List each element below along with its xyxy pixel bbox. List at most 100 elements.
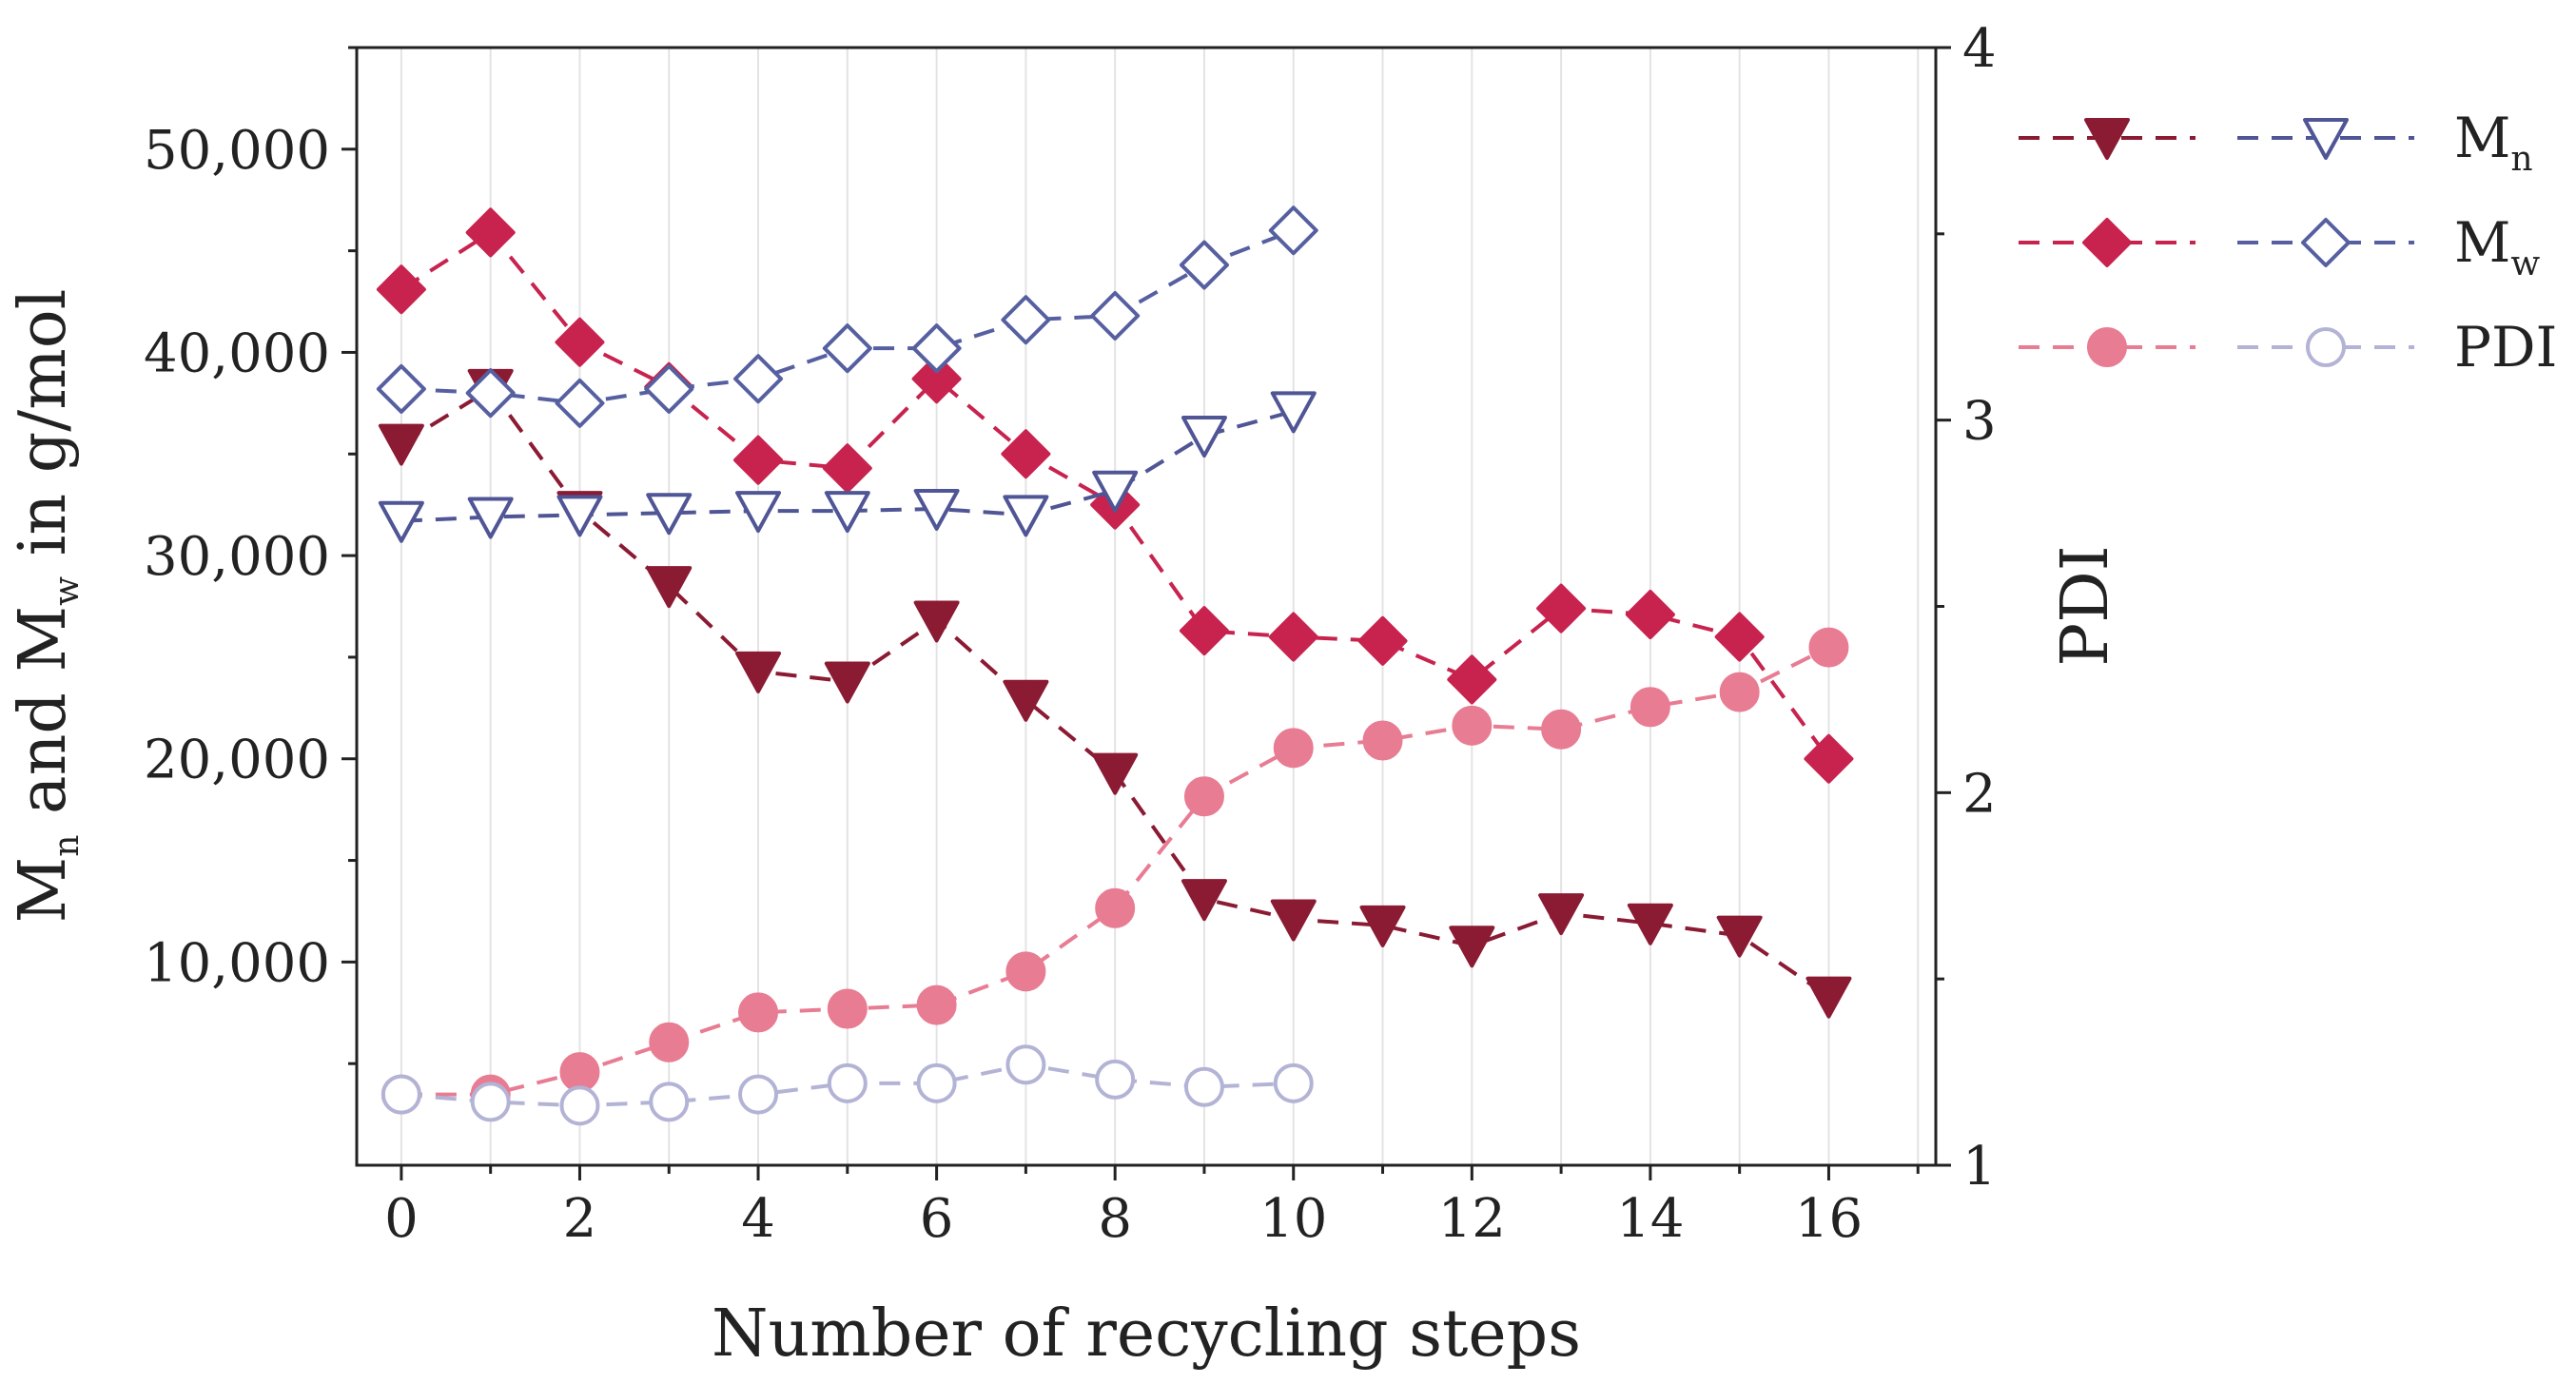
series-5-point-4 — [738, 1074, 779, 1115]
series-2-point-2 — [559, 1052, 600, 1093]
series-0-point-11 — [1359, 905, 1406, 947]
series-5-point-10 — [1273, 1062, 1314, 1103]
series-0-point-7 — [1003, 679, 1049, 722]
legend-marker-open-0 — [2303, 118, 2349, 160]
series-5 — [381, 1044, 1314, 1126]
series-1-point-9 — [1179, 606, 1229, 656]
legend-entry-1: Mw — [2019, 210, 2540, 283]
x-tick-label-8: 8 — [1098, 1188, 1132, 1250]
series-line-2 — [400, 645, 1830, 1097]
series-2-point-3 — [649, 1022, 690, 1062]
series-2-point-10 — [1273, 728, 1314, 769]
series-4-point-3 — [644, 363, 694, 414]
series-4-point-7 — [1001, 295, 1051, 345]
series-2 — [381, 627, 1849, 1115]
x-tick-label-0: 0 — [384, 1188, 419, 1250]
series-0-point-3 — [646, 566, 693, 609]
legend-entry-2: PDI — [2019, 315, 2557, 380]
series-5-point-9 — [1183, 1066, 1224, 1107]
legend-marker-filled-0 — [2084, 118, 2130, 160]
y-tick-label-50000: 50,000 — [144, 120, 330, 182]
series-0-point-14 — [1627, 903, 1673, 945]
y2-tick-label-2: 2 — [1962, 763, 1997, 825]
y2-tick-label-4: 4 — [1962, 18, 1997, 80]
x-tick-label-4: 4 — [741, 1188, 775, 1250]
series-2-point-13 — [1541, 709, 1582, 750]
y-tick-label-20000: 20,000 — [144, 730, 330, 791]
legend-marker-open-1 — [2301, 218, 2351, 267]
series-0-point-8 — [1092, 752, 1139, 795]
x-tick-label-2: 2 — [563, 1188, 597, 1250]
series-3-point-5 — [824, 491, 870, 534]
y2-tick-label-3: 3 — [1962, 391, 1997, 453]
series-4-point-4 — [733, 354, 784, 404]
series-1-point-15 — [1714, 612, 1765, 662]
y2-axis-title: PDI — [2048, 545, 2123, 666]
legend-label-main-2: PDI — [2454, 315, 2557, 380]
legend-marker-open-2 — [2306, 327, 2346, 367]
y-axis-title-and-m: and M — [6, 606, 81, 835]
legend-label-1: Mw — [2454, 210, 2540, 283]
series-2-point-14 — [1630, 687, 1670, 728]
series-2-point-8 — [1095, 887, 1136, 928]
x-tick-label-14: 14 — [1616, 1188, 1684, 1250]
series-1-point-1 — [465, 207, 516, 258]
series-0-point-9 — [1181, 879, 1227, 922]
series-3-point-4 — [735, 491, 782, 534]
series-4-point-1 — [465, 368, 516, 419]
legend-label-2: PDI — [2454, 315, 2557, 380]
series-4-point-10 — [1268, 205, 1318, 256]
series-3-point-2 — [556, 495, 603, 537]
series-2-point-6 — [916, 984, 957, 1025]
legend-entry-0: Mn — [2019, 106, 2533, 179]
series-5-point-0 — [381, 1074, 421, 1115]
series-0-point-10 — [1270, 899, 1317, 942]
series-0-point-15 — [1716, 915, 1763, 958]
series-0-point-6 — [913, 600, 960, 643]
x-tick-label-10: 10 — [1259, 1188, 1327, 1250]
legend-label-main-0: M — [2454, 106, 2510, 170]
series-0-point-16 — [1805, 976, 1852, 1019]
series-3-point-0 — [378, 500, 424, 543]
grid — [400, 48, 1920, 1165]
series-0-point-5 — [824, 661, 870, 704]
series-1-point-4 — [733, 435, 784, 485]
series-2-point-9 — [1183, 776, 1224, 817]
legend-label-main-1: M — [2454, 210, 2510, 275]
series-4-point-9 — [1179, 240, 1229, 290]
y-tick-label-10000: 10,000 — [144, 932, 330, 994]
series-5-point-7 — [1005, 1044, 1046, 1085]
y-axis-title-sub-n: n — [48, 835, 87, 857]
legend-label-sub-1: w — [2510, 244, 2540, 283]
series-2-point-11 — [1362, 720, 1403, 761]
series-4-point-2 — [555, 378, 605, 428]
series-3-point-10 — [1270, 391, 1317, 434]
x-tick-label-16: 16 — [1795, 1188, 1863, 1250]
series-0-point-13 — [1538, 893, 1585, 936]
series-3-point-6 — [913, 488, 960, 531]
series-4-point-8 — [1090, 291, 1141, 341]
series-1-point-10 — [1268, 612, 1318, 662]
series-0-point-4 — [735, 651, 782, 693]
series-1-point-16 — [1804, 733, 1854, 784]
series-3-point-1 — [467, 497, 514, 539]
series-5-point-3 — [649, 1082, 690, 1122]
legend-label-0: Mn — [2454, 106, 2533, 179]
series-5-point-1 — [470, 1082, 511, 1122]
series-1-point-5 — [822, 443, 872, 494]
y-tick-label-30000: 30,000 — [144, 526, 330, 588]
series-3 — [378, 391, 1317, 543]
series-0 — [378, 368, 1852, 1019]
y-axis-title: Mn and Mw in g/mol — [6, 289, 87, 924]
series-layer — [376, 205, 1854, 1126]
y2-tick-label-1: 1 — [1962, 1136, 1997, 1198]
x-axis-title: Number of recycling steps — [712, 1296, 1581, 1372]
series-2-point-12 — [1452, 705, 1493, 746]
series-2-point-16 — [1808, 627, 1849, 668]
series-5-point-6 — [916, 1062, 957, 1103]
series-1-point-14 — [1625, 590, 1675, 640]
series-2-point-7 — [1005, 951, 1046, 992]
series-2-point-4 — [738, 992, 779, 1033]
